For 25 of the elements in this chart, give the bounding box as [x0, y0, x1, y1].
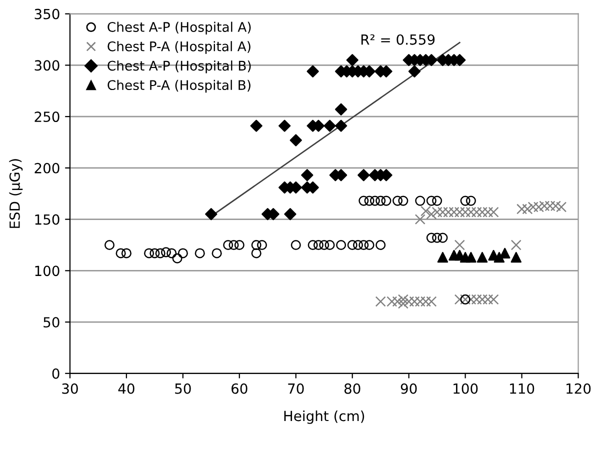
y-tick-label: 100 — [35, 266, 60, 276]
x-tick-label: 30 — [62, 383, 78, 394]
y-axis-title: ESD (µGy) — [9, 159, 23, 228]
legend-label: Chest A-P (Hospital A) — [108, 22, 251, 35]
annotation: R² = 0.559 — [361, 34, 435, 45]
x-tick-label: 70 — [288, 383, 304, 394]
legend-label: Chest P-A (Hospital A) — [108, 41, 250, 54]
x-tick-label: 100 — [454, 383, 478, 394]
x-tick-label: 110 — [510, 383, 534, 394]
legend-label: Chest A-P (Hospital B) — [108, 60, 251, 74]
x-tick-label: 90 — [400, 383, 417, 394]
legend-label: Chest P-A (Hospital B) — [108, 80, 250, 93]
x-tick-label: 60 — [232, 383, 248, 394]
x-tick-label: 50 — [175, 383, 191, 394]
y-tick-label: 150 — [35, 214, 60, 225]
y-tick-label: 350 — [34, 8, 60, 20]
x-tick-label: 80 — [344, 383, 360, 394]
y-tick-label: 250 — [34, 112, 60, 122]
x-axis-title: Height (cm) — [284, 410, 364, 424]
y-tick-label: 0 — [52, 368, 60, 379]
x-tick-label: 120 — [566, 383, 591, 394]
x-tick-label: 40 — [118, 383, 134, 394]
y-tick-label: 50 — [44, 317, 60, 328]
y-tick-label: 300 — [34, 60, 60, 71]
y-tick-label: 200 — [34, 162, 60, 174]
